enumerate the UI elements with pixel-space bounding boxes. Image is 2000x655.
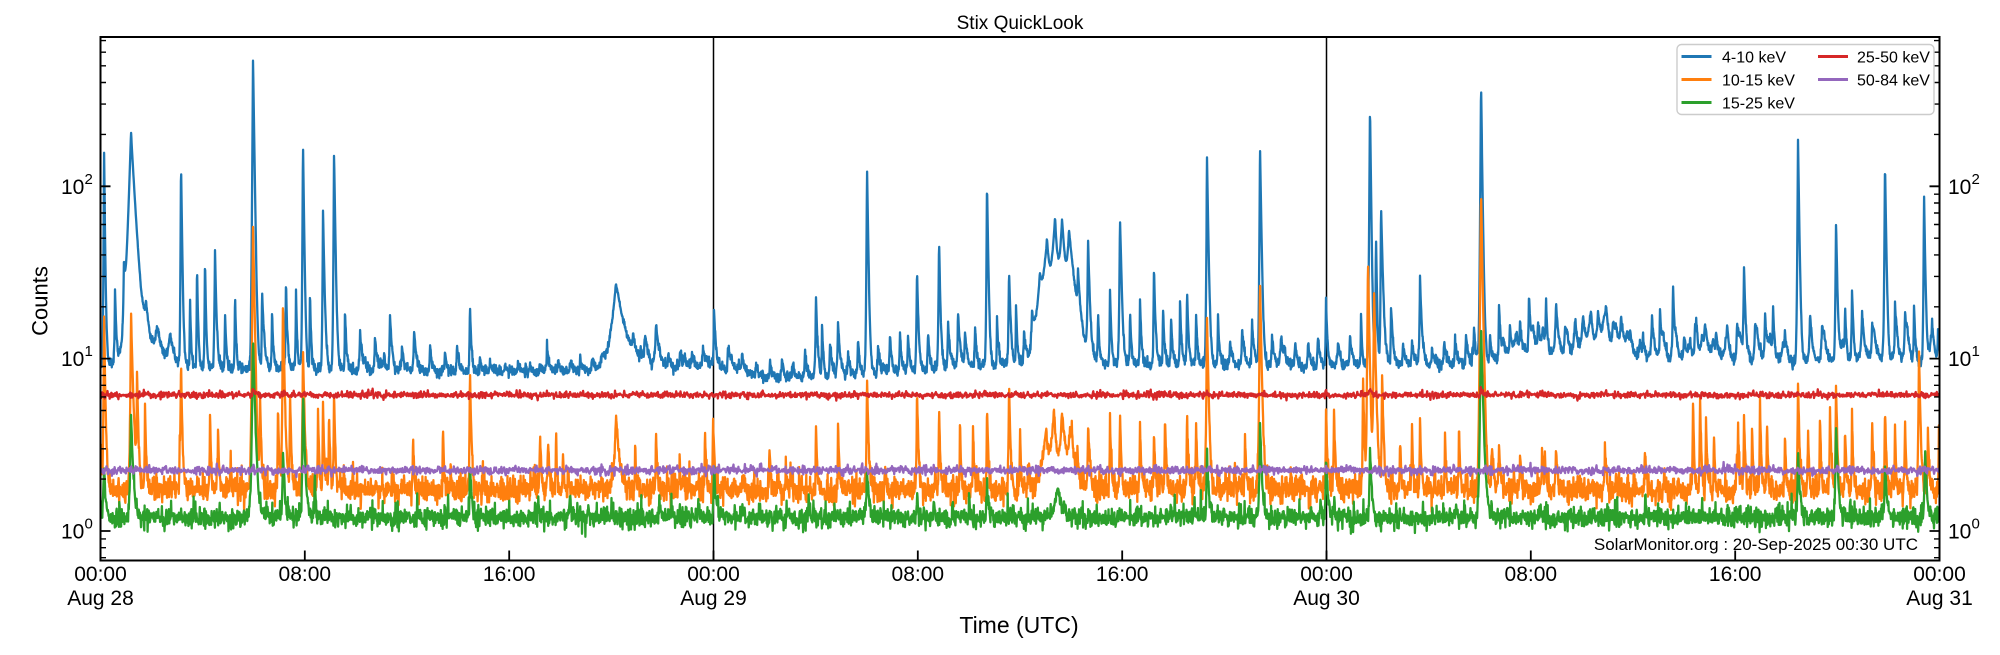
svg-text:16:00: 16:00	[483, 563, 536, 586]
svg-text:10: 10	[61, 521, 84, 544]
svg-text:4-10 keV: 4-10 keV	[1722, 50, 1786, 67]
svg-text:10: 10	[1948, 348, 1971, 371]
svg-text:10-15 keV: 10-15 keV	[1722, 73, 1795, 90]
svg-text:Counts: Counts	[28, 266, 53, 336]
svg-text:00:00: 00:00	[74, 563, 127, 586]
svg-text:08:00: 08:00	[892, 563, 945, 586]
svg-text:1: 1	[1972, 343, 1980, 360]
svg-text:00:00: 00:00	[687, 563, 740, 586]
svg-text:0: 0	[1972, 516, 1980, 533]
svg-text:08:00: 08:00	[279, 563, 332, 586]
svg-text:10: 10	[61, 348, 84, 371]
svg-text:0: 0	[85, 516, 93, 533]
svg-text:Aug 31: Aug 31	[1906, 587, 1973, 610]
svg-text:15-25 keV: 15-25 keV	[1722, 96, 1795, 113]
svg-text:00:00: 00:00	[1913, 563, 1966, 586]
svg-text:00:00: 00:00	[1300, 563, 1353, 586]
svg-text:10: 10	[1948, 521, 1971, 544]
svg-text:Stix QuickLook: Stix QuickLook	[957, 13, 1084, 34]
svg-text:16:00: 16:00	[1096, 563, 1149, 586]
svg-text:SolarMonitor.org : 20-Sep-2025: SolarMonitor.org : 20-Sep-2025 00:30 UTC	[1594, 535, 1918, 554]
svg-text:50-84 keV: 50-84 keV	[1857, 73, 1930, 90]
svg-text:Aug 28: Aug 28	[67, 587, 134, 610]
svg-text:08:00: 08:00	[1505, 563, 1558, 586]
svg-text:25-50 keV: 25-50 keV	[1857, 50, 1930, 67]
svg-text:2: 2	[85, 171, 93, 188]
svg-text:16:00: 16:00	[1709, 563, 1762, 586]
svg-text:1: 1	[85, 343, 93, 360]
svg-text:10: 10	[1948, 176, 1971, 199]
svg-text:10: 10	[61, 176, 84, 199]
svg-text:Aug 30: Aug 30	[1293, 587, 1360, 610]
svg-text:Aug 29: Aug 29	[680, 587, 747, 610]
svg-text:Time (UTC): Time (UTC)	[959, 612, 1078, 638]
svg-text:2: 2	[1972, 171, 1980, 188]
